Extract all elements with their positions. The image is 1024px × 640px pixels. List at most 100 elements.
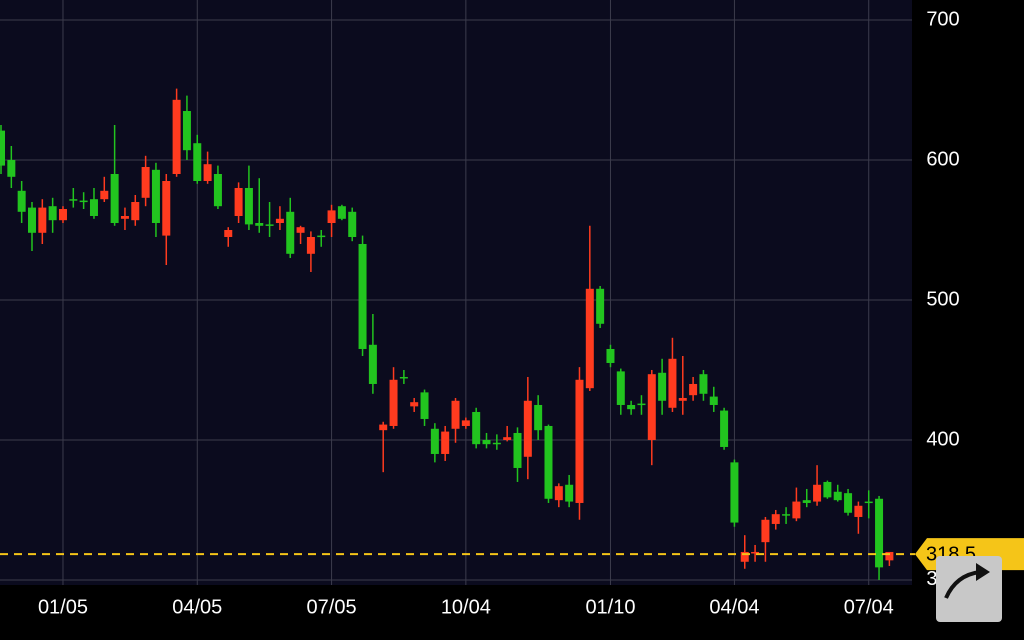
candle-body xyxy=(213,174,222,207)
candle-body xyxy=(720,410,729,447)
candle-body xyxy=(472,411,481,445)
candle-body xyxy=(709,396,718,405)
candle-body xyxy=(565,484,574,502)
candle-body xyxy=(358,243,367,349)
candle-body xyxy=(689,383,698,396)
candle-body xyxy=(554,486,563,501)
candle-body xyxy=(265,224,274,226)
y-tick-label: 400 xyxy=(926,428,959,450)
candle-body xyxy=(854,505,863,517)
candle-body xyxy=(668,358,677,408)
candle-body xyxy=(802,500,811,503)
candle-body xyxy=(286,211,295,254)
candle-body xyxy=(255,222,264,226)
candle-body xyxy=(833,491,842,501)
candle-body xyxy=(534,404,543,431)
share-button[interactable] xyxy=(936,556,1002,622)
candle-body xyxy=(451,400,460,429)
x-tick-label: 04/05 xyxy=(172,596,222,618)
candle-body xyxy=(823,481,832,498)
candle-body xyxy=(399,376,408,379)
candle-body xyxy=(7,160,16,177)
candle-body xyxy=(575,379,584,503)
candle-body xyxy=(782,514,791,516)
candle-body xyxy=(523,400,532,457)
candle-body xyxy=(844,493,853,513)
candle-body xyxy=(410,402,419,407)
x-tick-label: 01/10 xyxy=(585,596,635,618)
candle-body xyxy=(389,379,398,426)
candle-body xyxy=(430,428,439,454)
candle-body xyxy=(751,551,760,554)
candle-body xyxy=(0,130,5,166)
candle-body xyxy=(27,207,36,233)
candles xyxy=(0,88,894,580)
candle-body xyxy=(120,215,129,219)
candle-body xyxy=(38,207,47,233)
candle-body xyxy=(885,551,894,561)
candle-body xyxy=(275,218,284,223)
candle-body xyxy=(627,404,636,410)
candle-body xyxy=(864,501,873,504)
candle-body xyxy=(678,397,687,401)
candle-body xyxy=(379,424,388,431)
candle-body xyxy=(544,425,553,499)
candle-body xyxy=(162,181,171,236)
candle-body xyxy=(296,227,305,233)
candle-body xyxy=(89,199,98,216)
candle-body xyxy=(327,210,336,223)
candle-body xyxy=(596,288,605,324)
candle-body xyxy=(100,190,109,200)
candle-body xyxy=(482,439,491,445)
candle-body xyxy=(699,374,708,394)
x-tick-label: 10/04 xyxy=(441,596,491,618)
candle-body xyxy=(740,551,749,562)
candle-body xyxy=(647,374,656,440)
candle-body xyxy=(203,164,212,182)
plot-area xyxy=(0,0,912,585)
candle-body xyxy=(771,514,780,524)
y-tick-label: 600 xyxy=(926,148,959,170)
candle-body xyxy=(58,208,67,221)
candle-body xyxy=(492,442,501,445)
candle-body xyxy=(730,462,739,523)
candle-body xyxy=(761,519,770,543)
candle-body xyxy=(244,188,253,225)
candle-body xyxy=(503,437,512,440)
candle-body xyxy=(17,190,26,212)
candle-body xyxy=(317,235,326,238)
candle-body xyxy=(193,143,202,182)
x-tick-label: 04/04 xyxy=(709,596,759,618)
button-bg[interactable] xyxy=(936,556,1002,622)
candle-body xyxy=(110,174,119,223)
candle-body xyxy=(441,431,450,454)
candle-body xyxy=(813,484,822,502)
candle-body xyxy=(151,169,160,223)
candle-body xyxy=(420,392,429,419)
candle-body xyxy=(234,188,243,216)
candle-body xyxy=(182,111,191,151)
x-tick-label: 07/05 xyxy=(307,596,357,618)
candle-body xyxy=(131,201,140,221)
candle-body xyxy=(69,199,78,201)
candle-body xyxy=(337,206,346,219)
candle-body xyxy=(658,372,667,401)
candle-body xyxy=(172,99,181,175)
candle-body xyxy=(348,211,357,237)
candle-body xyxy=(224,229,233,237)
candle-body xyxy=(141,167,150,198)
candle-body xyxy=(606,348,615,363)
arrow-head xyxy=(976,563,990,581)
candle-body xyxy=(79,200,88,203)
candle-body xyxy=(585,288,594,389)
candle-body xyxy=(792,501,801,519)
y-tick-label: 700 xyxy=(926,8,959,30)
y-tick-label: 500 xyxy=(926,288,959,310)
candle-body xyxy=(461,420,470,426)
candle-body xyxy=(48,206,57,221)
candle-body xyxy=(637,403,646,406)
candle-body xyxy=(306,236,315,254)
candle-body xyxy=(513,432,522,468)
